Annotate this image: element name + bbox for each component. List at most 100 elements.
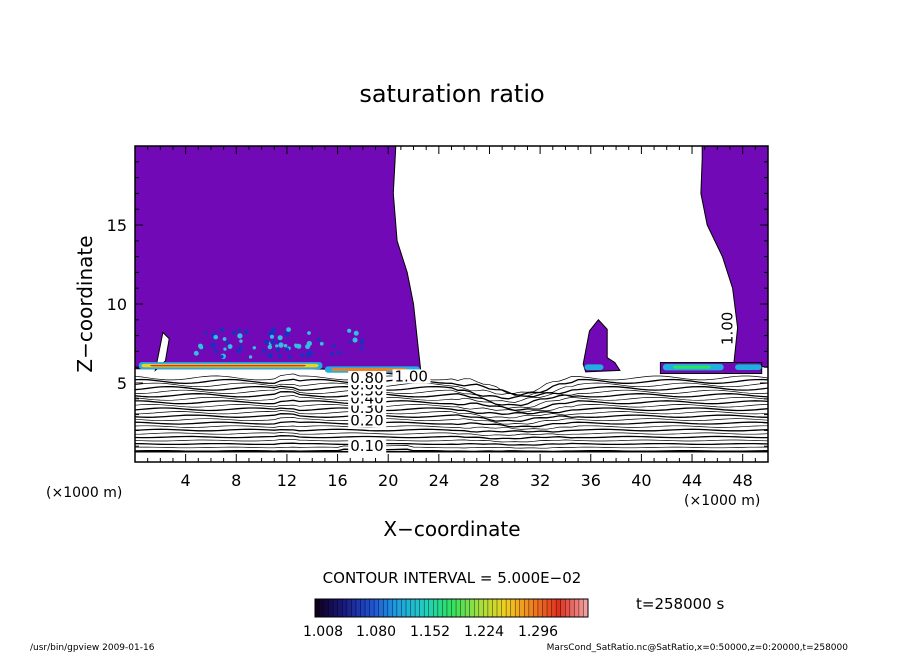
x-unit-label-right: (×1000 m) bbox=[684, 493, 760, 509]
contour-line bbox=[135, 425, 768, 430]
saturation-speckle bbox=[353, 330, 359, 336]
colorbar-cell bbox=[560, 599, 566, 617]
saturation-speckle bbox=[223, 347, 227, 351]
saturation-speckle bbox=[238, 345, 243, 350]
contour-line bbox=[135, 404, 768, 413]
colorbar-cell bbox=[342, 599, 348, 617]
colorbar-cell bbox=[533, 599, 539, 617]
colorbar-cell bbox=[469, 599, 475, 617]
colorbar-cell bbox=[451, 599, 457, 617]
colorbar-cell bbox=[501, 599, 507, 617]
colorbar-cell bbox=[387, 599, 393, 617]
saturation-speckle bbox=[239, 339, 243, 343]
colorbar-cell bbox=[328, 599, 334, 617]
saturation-speckle bbox=[275, 344, 279, 348]
saturation-speckle bbox=[337, 350, 342, 355]
x-tick-label: 16 bbox=[327, 471, 347, 490]
saturation-speckle bbox=[237, 328, 241, 333]
purple-fill-regions bbox=[135, 146, 768, 376]
saturation-speckle bbox=[359, 346, 364, 351]
contour-line bbox=[135, 382, 768, 397]
colorbar-cell bbox=[492, 599, 498, 617]
saturation-speckle bbox=[294, 343, 298, 347]
contour-line bbox=[135, 428, 768, 433]
colorbar-cell bbox=[324, 599, 329, 617]
contour-line bbox=[135, 442, 768, 446]
saturation-speckle bbox=[319, 341, 324, 346]
saturation-speckle bbox=[347, 328, 352, 333]
saturation-speckle bbox=[330, 352, 334, 356]
contour-interval-label: CONTOUR INTERVAL = 5.000E−02 bbox=[323, 569, 582, 587]
saturation-speckle bbox=[286, 327, 291, 332]
saturation-speckle bbox=[332, 344, 336, 348]
contour-line bbox=[135, 410, 768, 419]
saturation-speckle bbox=[360, 338, 365, 343]
colorbar-tick-label: 1.080 bbox=[356, 624, 396, 640]
saturation-speckle bbox=[248, 355, 253, 359]
saturation-speckle bbox=[277, 335, 283, 341]
colorbar-cell bbox=[315, 599, 320, 617]
saturation-speckle bbox=[352, 337, 358, 343]
saturation-speckle bbox=[213, 349, 219, 354]
colorbar-cell bbox=[415, 599, 420, 617]
colorbar-cell bbox=[569, 599, 575, 617]
colorbar-cell bbox=[519, 599, 525, 617]
x-tick-label: 44 bbox=[682, 471, 702, 490]
x-axis-ticks: 4 8 12 16 20 24 28 32 36 40 44 48 bbox=[147, 146, 756, 490]
contour-line bbox=[135, 420, 768, 428]
contour-line bbox=[135, 435, 768, 440]
saturation-band bbox=[150, 364, 306, 367]
high-saturation-bands bbox=[138, 327, 762, 373]
colorbar-cell bbox=[578, 599, 584, 617]
y-axis-ticks: 5 10 15 bbox=[107, 161, 768, 447]
colorbar-cell bbox=[551, 599, 557, 617]
colorbar-tick-label: 1.008 bbox=[303, 624, 343, 640]
colorbar-cell bbox=[565, 599, 571, 617]
colorbar-cell bbox=[556, 599, 561, 617]
saturation-speckle bbox=[278, 342, 284, 348]
colorbar-cell bbox=[424, 599, 430, 617]
colorbar-cell bbox=[337, 599, 343, 617]
colorbar-cell bbox=[396, 599, 402, 617]
colorbar-cell bbox=[360, 599, 366, 617]
contour-line bbox=[135, 413, 768, 422]
saturation-band bbox=[673, 365, 712, 369]
saturation-speckle bbox=[270, 339, 276, 345]
saturation-speckle bbox=[277, 354, 282, 359]
colorbar-cell bbox=[474, 599, 480, 617]
colorbar-cell bbox=[528, 599, 534, 617]
time-label: t=258000 s bbox=[636, 595, 724, 613]
y-tick-label: 10 bbox=[107, 295, 127, 314]
saturation-speckle bbox=[261, 349, 266, 354]
colorbar-cell bbox=[437, 599, 443, 617]
saturation-speckle bbox=[300, 353, 305, 358]
saturation-speckle bbox=[263, 339, 269, 345]
colorbar-cell bbox=[378, 599, 384, 617]
contour-line bbox=[135, 395, 768, 409]
saturation-speckle bbox=[288, 355, 293, 360]
saturation-speckle bbox=[193, 350, 199, 356]
colorbar-cell bbox=[542, 599, 548, 617]
colorbar-cell bbox=[465, 599, 470, 617]
colorbar-cell bbox=[483, 599, 489, 617]
x-axis-title: X−coordinate bbox=[383, 517, 520, 541]
saturation-speckle bbox=[232, 330, 237, 335]
x-tick-label: 24 bbox=[429, 471, 449, 490]
colorbar-cell bbox=[456, 599, 461, 617]
saturation-speckle bbox=[210, 342, 217, 348]
saturation-band bbox=[584, 364, 604, 370]
contour-line bbox=[135, 432, 768, 436]
saturation-speckle bbox=[236, 348, 242, 354]
saturation-speckle bbox=[275, 348, 280, 353]
y-tick-label: 5 bbox=[117, 374, 127, 393]
colorbar-cell bbox=[406, 599, 411, 617]
saturation-speckle bbox=[269, 334, 274, 339]
colorbar-tick-label: 1.152 bbox=[410, 624, 450, 640]
colorbar-cell bbox=[460, 599, 466, 617]
x-tick-label: 36 bbox=[581, 471, 601, 490]
saturation-speckle bbox=[305, 344, 311, 350]
saturation-speckle bbox=[284, 331, 290, 337]
contour-labels: 0.100.200.300.400.500.600.801.001.00 bbox=[348, 309, 737, 455]
x-tick-label: 28 bbox=[479, 471, 499, 490]
saturation-speckle bbox=[270, 327, 276, 333]
